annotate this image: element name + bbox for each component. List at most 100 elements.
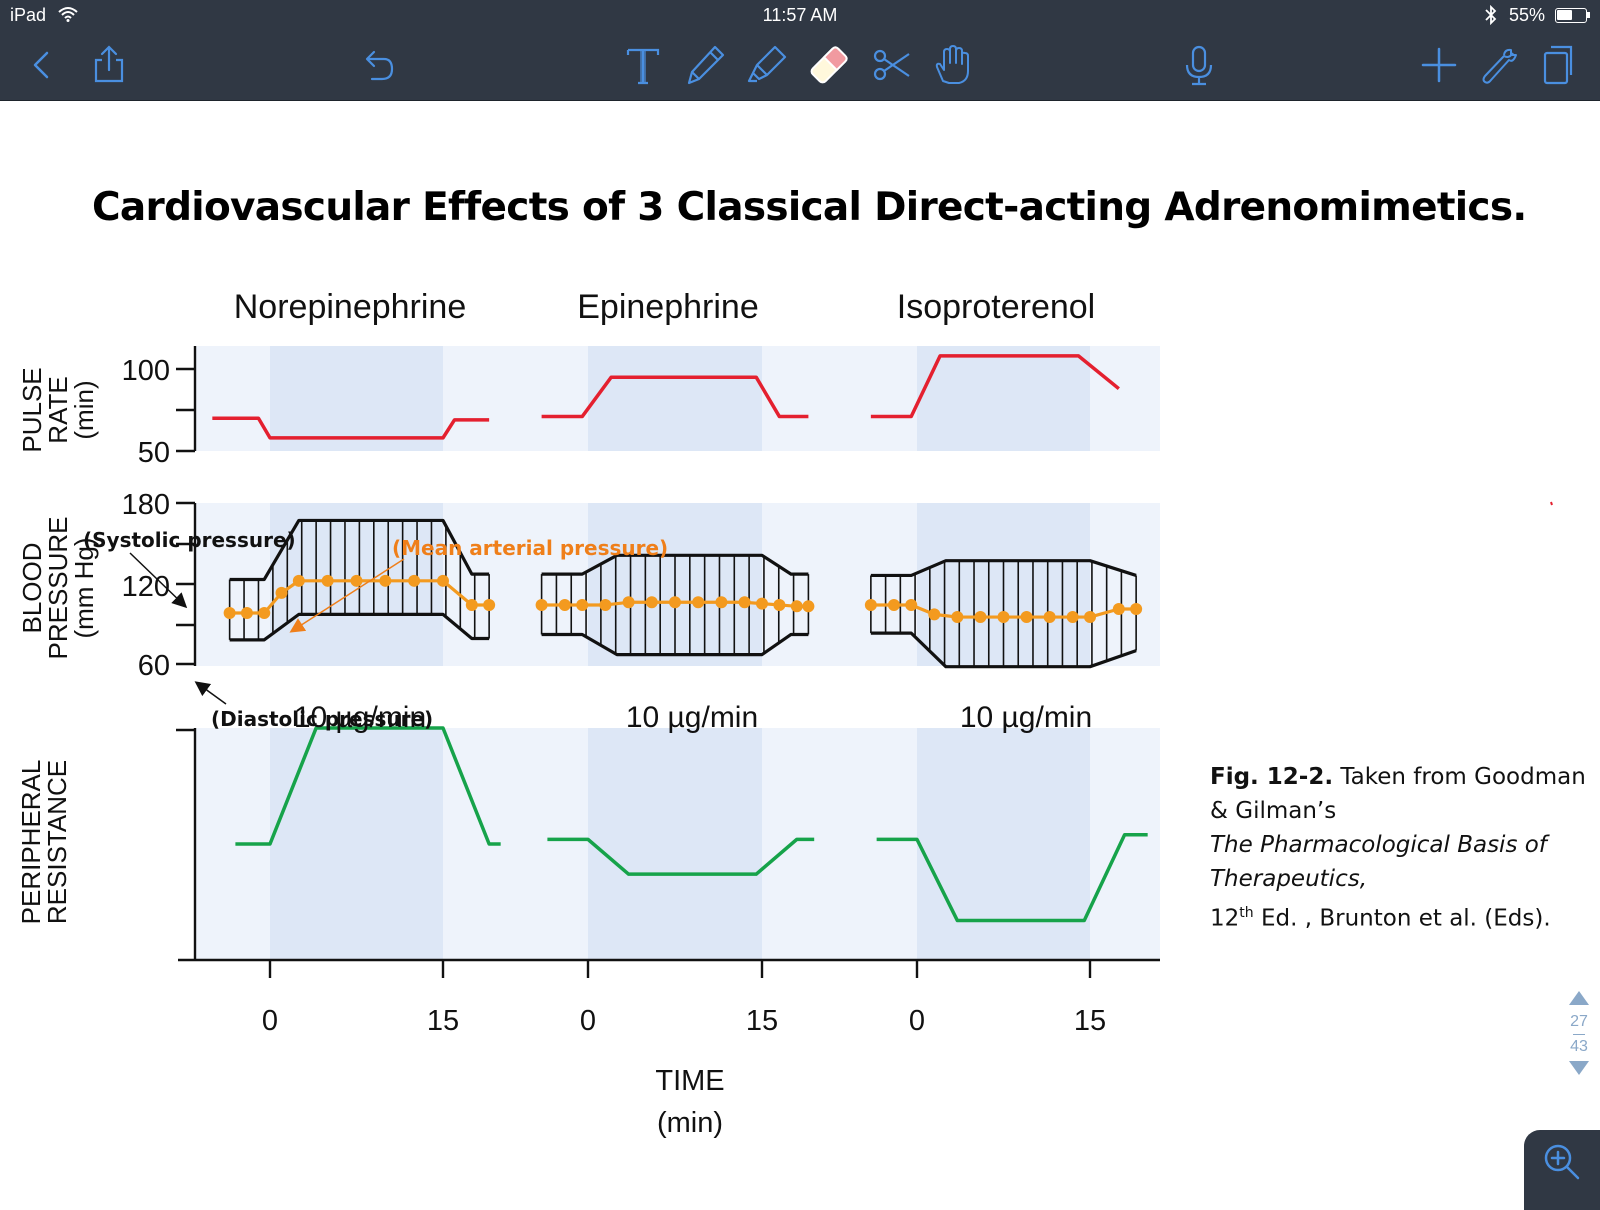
wrench-icon[interactable] (1472, 40, 1522, 90)
mean-pressure-point-2-0 (864, 598, 877, 611)
mean-pressure-point-2-4 (951, 611, 964, 624)
mean-pressure-point-1-6 (669, 596, 681, 609)
scissors-icon[interactable] (866, 40, 916, 90)
mean-pressure-point-0-0 (223, 607, 236, 620)
mean-pressure-point-0-3 (275, 586, 288, 599)
pulse-tick-label-50: 50 (138, 437, 170, 469)
bluetooth-icon (1484, 4, 1498, 30)
mean-pressure-point-1-3 (599, 598, 612, 611)
page-down-icon[interactable] (1564, 1060, 1594, 1081)
mean-pressure-point-1-9 (738, 596, 751, 609)
pages-icon[interactable] (1532, 40, 1582, 90)
mean-pressure-point-2-2 (905, 598, 918, 611)
caption-book-title: The Pharmacological Basis of Therapeutic… (1210, 832, 1547, 892)
mean-pressure-point-0-1 (240, 607, 253, 620)
caption-edition-num: 12 (1210, 905, 1240, 932)
bp-tick-label-60: 60 (138, 650, 170, 682)
diastolic-annotation: (Diastolic pressure) (211, 707, 433, 731)
add-icon[interactable] (1414, 40, 1464, 90)
caption-edition-rest: Ed. , Brunton et al. (Eds). (1253, 905, 1551, 932)
panel-title-2: Isoproterenol (897, 288, 1095, 326)
eraser-icon[interactable] (804, 40, 854, 90)
x-tick-label-4: 0 (909, 1005, 925, 1037)
page-indicator: 27 43 (1564, 990, 1594, 1081)
text-tool-icon[interactable] (618, 40, 668, 90)
mean-pressure-point-2-10 (1084, 611, 1096, 624)
mean-pressure-point-2-1 (887, 598, 900, 611)
mean-pressure-point-2-11 (1112, 602, 1125, 615)
bp-tick-label-120: 120 (122, 571, 170, 603)
x-tick-label-5: 15 (1074, 1005, 1106, 1037)
systolic-line-1 (541, 553, 809, 576)
page-divider (1573, 1034, 1585, 1035)
mean-pressure-point-1-1 (558, 598, 571, 611)
mean-pressure-point-2-7 (1020, 611, 1033, 624)
back-chevron-icon[interactable] (17, 40, 67, 90)
mean-pressure-point-0-6 (350, 574, 363, 587)
pulse-rate-line-1 (541, 375, 809, 419)
status-bar: iPad 11:57 AM 55% (0, 0, 1600, 32)
mean-pressure-point-0-10 (465, 598, 478, 611)
mean-pressure-point-2-5 (974, 611, 987, 624)
mean-pressure-point-0-4 (292, 574, 305, 587)
drug-infusion-period-pr-0 (270, 346, 443, 451)
mean-pressure-point-0-11 (483, 598, 496, 611)
panel-title-0: Norepinephrine (234, 288, 467, 326)
page-up-icon[interactable] (1564, 990, 1594, 1011)
drug-infusion-period-pr-2 (917, 346, 1090, 451)
mean-pressure-point-1-10 (756, 597, 768, 610)
ink-mark (1550, 501, 1553, 506)
pen-icon[interactable] (680, 40, 730, 90)
zoom-button[interactable] (1524, 1130, 1600, 1210)
systolic-line-2 (870, 559, 1137, 578)
x-tick-label-1: 15 (427, 1005, 459, 1037)
mean-pressure-point-1-12 (790, 600, 803, 613)
figure-caption: Fig. 12-2. Taken from Goodman & Gilman’s… (1210, 760, 1590, 936)
diastolic-line-2 (870, 631, 1137, 669)
systolic-line-0 (229, 518, 490, 582)
systolic-annotation: (Systolic pressure) (83, 528, 296, 552)
diastolic-arrow (194, 681, 227, 705)
diastolic-line-0 (229, 612, 490, 642)
highlighter-icon[interactable] (742, 40, 792, 90)
mean-pressure-point-1-4 (622, 596, 635, 609)
share-icon[interactable] (84, 40, 134, 90)
mean-pressure-point-0-2 (258, 607, 271, 620)
pulse-rate-label-line-0: PULSE (17, 367, 47, 452)
total-pages: 43 (1570, 1038, 1588, 1055)
mean-pressure-point-1-11 (773, 598, 786, 611)
drug-infusion-period-rs-0 (270, 728, 443, 960)
mean-pressure-point-1-5 (645, 596, 658, 609)
device-name: iPad (10, 5, 47, 25)
mean-pressure-point-2-12 (1130, 602, 1143, 615)
battery-percent: 55% (1509, 5, 1546, 25)
hand-icon[interactable] (928, 40, 978, 90)
mean-pressure-point-0-5 (321, 574, 334, 587)
panel-title-1: Epinephrine (577, 288, 758, 326)
systolic-arrow (129, 552, 188, 609)
peripheral-resistance-label-line-0: PERIPHERAL (16, 760, 46, 925)
peripheral-resistance-label-line-1: RESISTANCE (42, 760, 72, 924)
mean-pressure-annotation: (Mean arterial pressure) (392, 536, 668, 560)
microphone-icon[interactable] (1174, 40, 1224, 90)
pulse-rate-label-line-1: RATE (43, 376, 73, 443)
pulse-rate-line-0 (212, 416, 490, 440)
x-tick-label-3: 15 (746, 1005, 778, 1037)
resistance-line-0 (235, 726, 501, 846)
dose-label-2: 10 µg/min (960, 701, 1092, 734)
mean-pressure-point-1-7 (692, 596, 705, 609)
mean-pressure-point-2-6 (997, 611, 1010, 624)
mean-pressure-point-1-13 (802, 600, 815, 613)
caption-edition-sup: th (1239, 905, 1254, 921)
mean-pressure-point-2-9 (1066, 611, 1079, 624)
diastolic-line-1 (541, 632, 809, 657)
drug-infusion-period-pr-1 (588, 346, 762, 451)
current-page: 27 (1570, 1013, 1588, 1030)
undo-icon[interactable] (351, 40, 401, 90)
pulse-rate-line-2 (870, 354, 1120, 419)
dose-label-0: 10 µg/min (294, 701, 426, 734)
mean-pressure-point-0-8 (408, 574, 421, 587)
